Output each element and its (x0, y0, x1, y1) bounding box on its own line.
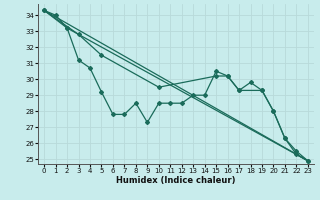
X-axis label: Humidex (Indice chaleur): Humidex (Indice chaleur) (116, 176, 236, 185)
